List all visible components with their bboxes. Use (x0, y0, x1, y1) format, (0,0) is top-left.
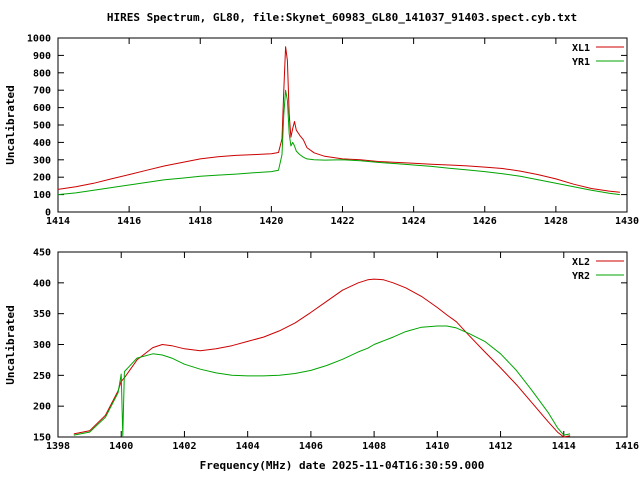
y-tick-label: 150 (33, 433, 51, 444)
ylabel-top: Uncalibrated (4, 85, 17, 164)
x-tick-label: 1424 (402, 216, 426, 227)
y-tick-label: 400 (33, 138, 51, 149)
legend-label-xl2: XL2 (572, 257, 590, 268)
x-tick-label: 1428 (544, 216, 568, 227)
y-tick-label: 500 (33, 121, 51, 132)
x-tick-label: 1404 (236, 441, 260, 452)
legend-bottom: XL2 YR2 (572, 257, 624, 282)
x-tick-label: 1426 (473, 216, 497, 227)
legend-label-xl1: XL1 (572, 43, 590, 54)
series-yr1 (57, 89, 620, 196)
x-tick-label: 1418 (188, 216, 212, 227)
x-tick-label: 1410 (425, 441, 449, 452)
x-tick-label: 1412 (489, 441, 513, 452)
x-tick-label: 1406 (299, 441, 323, 452)
top-spectrum-plot: 1414 1416 1418 1420 1422 1424 1426 1428 1430 0 100… (27, 34, 639, 228)
series-yr2 (73, 325, 571, 437)
series-xl1 (57, 46, 620, 193)
legend-top: XL1 YR1 (572, 43, 624, 68)
x-tick-label: 1400 (109, 441, 133, 452)
series-xl2 (73, 278, 571, 438)
y-tick-label: 450 (33, 248, 51, 259)
y-tick-label: 800 (33, 68, 51, 79)
y-tick-label: 200 (33, 402, 51, 413)
y-tick-label: 0 (45, 208, 51, 219)
legend-label-yr2: YR2 (572, 271, 590, 282)
x-tick-label: 1420 (259, 216, 283, 227)
x-tick-label: 1414 (46, 216, 70, 227)
x-tick-label: 1416 (615, 441, 639, 452)
y-tick-label: 350 (33, 309, 51, 320)
y-tick-label: 250 (33, 371, 51, 382)
y-tick-label: 1000 (27, 34, 51, 45)
x-tick-label: 1402 (172, 441, 196, 452)
x-tick-label: 1422 (330, 216, 354, 227)
y-tick-label: 600 (33, 103, 51, 114)
legend-label-yr1: YR1 (572, 57, 590, 68)
y-tick-label: 200 (33, 173, 51, 184)
bottom-spectrum-plot: 1398 1400 1402 1404 1406 1408 1410 1412 1414 1416… (33, 248, 639, 453)
y-tick-label: 300 (33, 340, 51, 351)
x-tick-label: 1398 (46, 441, 70, 452)
plot-border (57, 37, 628, 213)
y-tick-label: 100 (33, 190, 51, 201)
ylabel-bottom: Uncalibrated (4, 305, 17, 384)
y-tick-label: 900 (33, 51, 51, 62)
x-tick-label: 1408 (362, 441, 386, 452)
chart-title: HIRES Spectrum, GL80, file:Skynet_60983_… (107, 11, 577, 24)
y-tick-label: 400 (33, 278, 51, 289)
plot-border (57, 251, 628, 438)
y-tick-label: 300 (33, 155, 51, 166)
x-tick-label: 1414 (552, 441, 576, 452)
xlabel: Frequency(MHz) date 2025-11-04T16:30:59.… (200, 459, 485, 472)
y-tick-label: 700 (33, 86, 51, 97)
x-tick-label: 1430 (615, 216, 639, 227)
x-tick-label: 1416 (117, 216, 141, 227)
